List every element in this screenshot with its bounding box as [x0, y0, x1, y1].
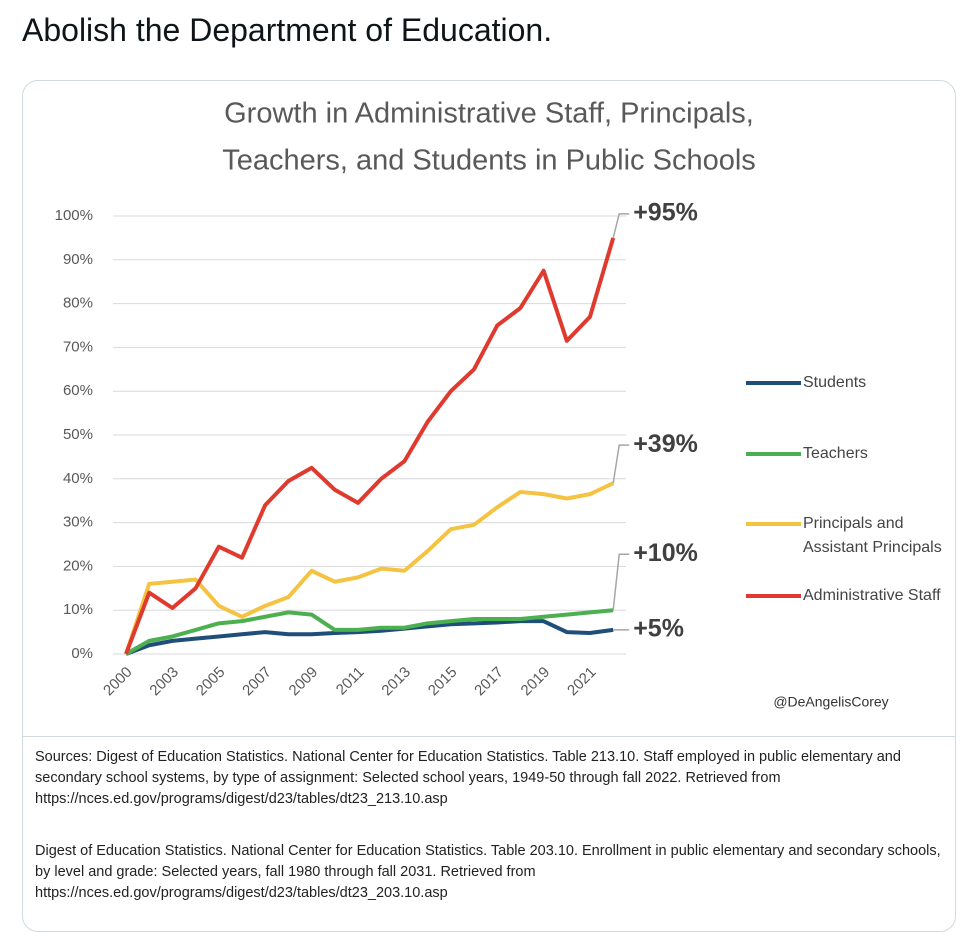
y-tick-label: 10% [63, 601, 93, 618]
annotation: +5% [633, 615, 684, 643]
annotation: +39% [633, 430, 698, 458]
legend-label: Students [803, 374, 867, 391]
y-tick-label: 50% [63, 426, 93, 443]
divider [23, 736, 955, 737]
chart: Growth in Administrative Staff, Principa… [55, 98, 889, 710]
x-tick-label: 2009 [286, 664, 322, 700]
y-tick-label: 40% [63, 470, 93, 487]
leader-line [612, 553, 630, 611]
leader-line [612, 213, 630, 239]
y-tick-label: 20% [63, 557, 93, 574]
x-tick-label: 2005 [193, 664, 229, 700]
y-tick-label: 0% [71, 645, 93, 662]
sources-text: Sources: Digest of Education Statistics.… [35, 749, 901, 807]
x-tick-label: 2019 [518, 664, 554, 700]
annotation: +95% [633, 199, 698, 227]
y-tick-label: 90% [63, 251, 93, 268]
chart-title: Growth in Administrative Staff, Principa… [224, 98, 754, 130]
x-tick-label: 2013 [378, 664, 414, 700]
y-tick-label: 80% [63, 295, 93, 312]
legend-label: Teachers [803, 445, 868, 462]
x-tick-label: 2017 [471, 664, 507, 700]
legend-label: Administrative Staff [803, 587, 941, 604]
y-tick-label: 30% [63, 514, 93, 531]
legend-label: Principals and Assistant Principals [803, 515, 942, 556]
x-tick-label: 2015 [425, 664, 461, 700]
x-tick-label: 2011 [333, 664, 368, 699]
series-line [124, 237, 616, 655]
media-card[interactable]: Growth in Administrative Staff, Principa… [22, 80, 956, 932]
y-tick-label: 60% [63, 382, 93, 399]
annotation: +10% [633, 539, 698, 567]
series-line [124, 481, 615, 655]
leader-line [612, 444, 630, 484]
series-line [125, 608, 614, 656]
credit: @DeAngelisCorey [773, 694, 888, 710]
series-line [125, 619, 614, 656]
y-tick-label: 70% [63, 338, 93, 355]
chart-title: Teachers, and Students in Public Schools [222, 145, 756, 177]
x-tick-label: 2003 [146, 664, 182, 700]
x-tick-label: 2000 [100, 664, 136, 700]
sources-text: Digest of Education Statistics. National… [35, 843, 941, 901]
post-text: Abolish the Department of Education. [22, 12, 553, 48]
x-tick-label: 2007 [239, 664, 275, 700]
x-tick-label: 2021 [564, 664, 600, 700]
y-tick-label: 100% [55, 207, 93, 224]
